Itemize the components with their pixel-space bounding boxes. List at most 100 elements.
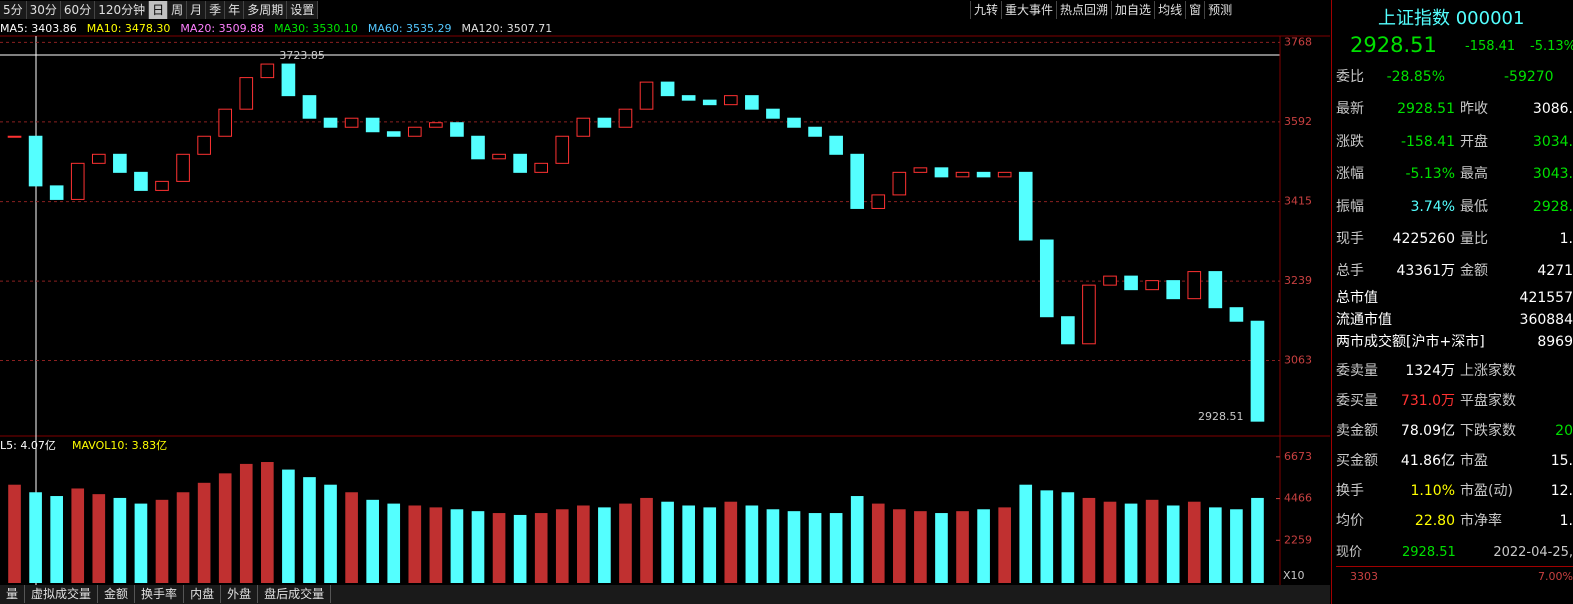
candle	[723, 95, 738, 106]
tool-button[interactable]: 九转	[970, 1, 1001, 19]
y-tick-label: 3592	[1284, 115, 1312, 128]
y-tick-label: 3415	[1284, 195, 1312, 208]
quote-row: 卖金额 78.09亿 下跌家数 20	[1336, 416, 1573, 446]
period-tab[interactable]: 60分	[61, 1, 96, 19]
quote-cell: 78.09亿	[1400, 423, 1455, 439]
volume-bar	[977, 509, 990, 583]
ma-label: MA20: 3509.88	[180, 22, 265, 35]
candle	[1229, 307, 1244, 322]
tool-bar: 九转 重大事件 热点回溯 加自选 均线窗预测	[970, 1, 1235, 19]
tool-button[interactable]: 热点回溯	[1056, 1, 1111, 19]
scale-label: X10	[1283, 569, 1305, 582]
bottom-tab[interactable]: 金额	[98, 585, 136, 603]
last-label: 2928.51	[1198, 410, 1244, 423]
volume-bar	[619, 503, 632, 583]
tool-button[interactable]: 重大事件	[1001, 1, 1056, 19]
volume-bar	[724, 501, 738, 583]
quote-cell: 12.	[1550, 483, 1573, 499]
period-tab[interactable]: 多周期	[244, 1, 288, 19]
quote-cell: -59270	[1504, 69, 1554, 85]
quote-cell: 20	[1555, 423, 1573, 439]
market-label: 总市值	[1336, 290, 1378, 306]
period-tab[interactable]: 设置	[287, 1, 319, 19]
period-tab[interactable]: 季	[206, 1, 226, 19]
volume-bar	[113, 497, 127, 583]
period-tab[interactable]: 年	[225, 1, 245, 19]
ma-legend: MA5: 3403.86 MA10: 3478.30 MA20: 3509.88 MA…	[0, 22, 562, 35]
candle	[1039, 239, 1054, 318]
volume-bar	[366, 499, 379, 583]
mini-tick: 3303	[1350, 570, 1378, 583]
quote-row: 现手 4225260 量比 1.	[1336, 224, 1573, 254]
candle	[239, 77, 254, 110]
period-tab[interactable]: 月	[187, 1, 207, 19]
divider	[1331, 0, 1332, 604]
volume-bar	[71, 488, 85, 583]
now-price: 2928.51	[1402, 545, 1456, 560]
quote-cell: 平盘家数	[1460, 393, 1516, 409]
volume-bar	[134, 503, 148, 583]
tool-button[interactable]: 预测	[1204, 1, 1235, 19]
quote-cell: 昨收	[1460, 101, 1488, 118]
volume-bar	[408, 505, 422, 583]
candle	[1166, 280, 1181, 300]
tool-button[interactable]: 加自选	[1111, 1, 1154, 19]
candle	[28, 135, 43, 187]
y-tick-label: 6673	[1284, 450, 1312, 463]
period-tab[interactable]: 30分	[27, 1, 61, 19]
quote-cell: 2928.	[1532, 198, 1573, 215]
period-tab[interactable]: 5分	[0, 1, 27, 19]
volume-bar	[1251, 497, 1264, 583]
candle	[155, 180, 169, 191]
volume-bar	[1061, 492, 1075, 583]
market-value: 8969	[1537, 334, 1573, 350]
candle	[113, 153, 127, 173]
period-tab[interactable]: 周	[168, 1, 188, 19]
candle	[1208, 271, 1223, 309]
market-value: 360884	[1519, 312, 1573, 328]
quote-cell: 金额	[1460, 263, 1488, 280]
candle	[407, 126, 422, 137]
quote-row: 涨幅 -5.13% 最高 3043.	[1336, 159, 1573, 189]
quote-title: 上证指数 000001	[1378, 8, 1525, 29]
quote-cell: 总手	[1336, 263, 1364, 280]
y-tick-label: 3239	[1284, 274, 1312, 287]
quote-cell: 1.10%	[1410, 483, 1455, 499]
bottom-tab[interactable]: 量	[0, 585, 26, 603]
volume-bar	[998, 507, 1011, 583]
candle	[1145, 280, 1159, 291]
period-tab[interactable]: 日	[149, 1, 169, 19]
volume-bar	[197, 482, 211, 583]
volume-bar	[92, 494, 106, 583]
volume-bar	[155, 499, 169, 583]
bottom-tab[interactable]: 虚拟成交量	[25, 585, 99, 603]
y-tick-label: 3768	[1284, 35, 1312, 48]
candle	[218, 108, 233, 137]
bottom-tab[interactable]: 内盘	[184, 585, 222, 603]
quote-cell: 最低	[1460, 198, 1488, 215]
candle	[134, 171, 148, 191]
volume-bar	[766, 509, 780, 583]
market-row: 总市值 421557	[1336, 287, 1573, 309]
candle	[976, 171, 991, 178]
bottom-tab[interactable]: 盘后成交量	[258, 585, 332, 603]
candle	[1061, 316, 1075, 345]
volume-bar	[29, 492, 42, 583]
quote-cell: 振幅	[1336, 198, 1364, 215]
bottom-tab[interactable]: 换手率	[135, 585, 185, 603]
quote-cell: 卖金额	[1336, 423, 1378, 439]
candle	[555, 135, 570, 164]
ma-label: MA10: 3478.30	[86, 22, 171, 35]
quote-cell: 下跌家数	[1460, 423, 1516, 439]
quote-cell: 委卖量	[1336, 363, 1378, 379]
candle	[176, 153, 190, 182]
volume-bar	[1209, 507, 1222, 583]
volume-bar	[850, 496, 864, 583]
tool-button[interactable]: 窗	[1185, 1, 1204, 19]
tool-button[interactable]: 均线	[1154, 1, 1185, 19]
period-tab[interactable]: 120分钟	[95, 1, 150, 19]
volume-bar	[534, 513, 548, 583]
quote-cell: 市盈	[1460, 453, 1488, 469]
volume-bar	[1019, 484, 1033, 583]
bottom-tab[interactable]: 外盘	[221, 585, 259, 603]
